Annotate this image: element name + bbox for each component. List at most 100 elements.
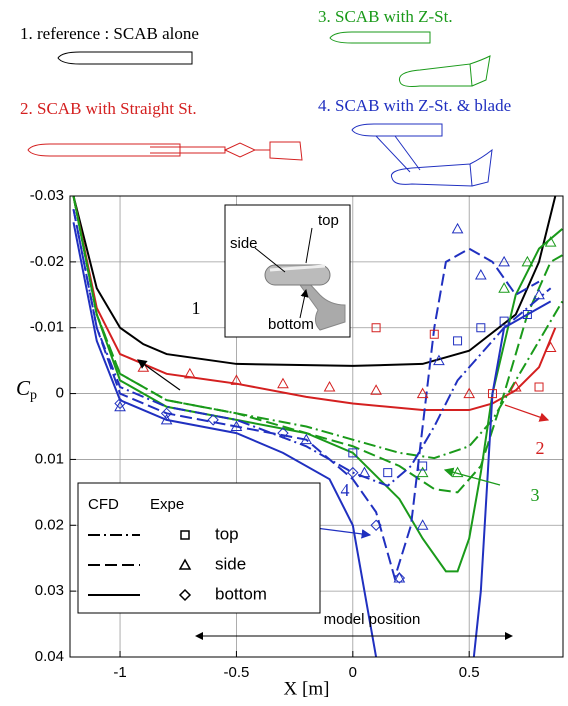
legend-header: CFD	[88, 496, 119, 513]
y-tick-label: 0.03	[35, 582, 64, 599]
marker-triangle	[160, 413, 173, 425]
marker-triangle	[509, 380, 522, 392]
marker-square	[348, 448, 358, 458]
legend-label: top	[215, 524, 239, 543]
legend-label: bottom	[215, 584, 267, 603]
marker-triangle	[230, 374, 243, 385]
y-tick-label: 0	[56, 385, 64, 402]
marker-triangle	[498, 255, 510, 267]
inset-label: bottom	[268, 316, 314, 333]
cfd-line	[72, 196, 563, 573]
y-tick-label: -0.03	[30, 187, 64, 204]
inset: top side bottom	[224, 204, 351, 338]
shape-reference	[57, 51, 193, 65]
marker-triangle	[498, 282, 510, 293]
marker-diamond	[277, 427, 289, 439]
marker-triangle	[533, 288, 545, 300]
shape-straight	[27, 141, 303, 161]
y-tick-label: 0.04	[35, 648, 64, 665]
marker-triangle	[521, 255, 534, 267]
y-tick-label: -0.02	[30, 253, 64, 270]
y-axis-subscript: p	[30, 388, 37, 403]
x-tick-label: -0.5	[223, 664, 249, 681]
marker-triangle	[544, 341, 557, 352]
x-axis-label: X [m]	[284, 678, 330, 699]
marker-triangle	[416, 387, 429, 399]
marker-triangle	[370, 384, 382, 395]
marker-triangle	[184, 367, 196, 379]
marker-triangle	[300, 433, 313, 445]
range-label: model position	[324, 611, 421, 628]
annotation: 1	[192, 298, 201, 318]
marker-square	[429, 329, 439, 339]
plot-frame	[69, 195, 564, 658]
marker-square	[487, 389, 497, 399]
marker-square	[371, 323, 381, 333]
data-layer	[72, 196, 563, 657]
marker-square	[418, 461, 428, 471]
marker-diamond	[160, 407, 173, 420]
annotation: 2	[536, 438, 545, 458]
caption: 2. SCAB with Straight St.	[20, 99, 197, 118]
marker-square	[522, 310, 532, 320]
marker-triangle	[451, 222, 464, 234]
marker-triangle	[416, 466, 429, 478]
cfd-line	[72, 196, 557, 367]
cfd-line	[72, 196, 557, 412]
caption: 1. reference : SCAB alone	[20, 24, 199, 43]
marker-triangle	[451, 466, 464, 478]
legend-header: Expe	[150, 496, 184, 513]
marker-triangle	[416, 519, 429, 530]
inset-label: side	[230, 235, 258, 252]
x-tick-label: 0.5	[459, 664, 480, 681]
legend-label: side	[215, 554, 246, 573]
marker-triangle	[178, 558, 192, 570]
y-axis-label: Cp	[16, 376, 37, 403]
marker-diamond	[370, 519, 382, 531]
inset-arrow	[254, 227, 312, 319]
annotation: 3	[531, 485, 540, 505]
y-tick-label: -0.01	[30, 319, 64, 336]
marker-triangle	[433, 354, 445, 366]
x-tick-label: 0	[349, 664, 357, 681]
marker-diamond	[393, 572, 406, 584]
marker-diamond	[114, 397, 126, 410]
marker-square	[383, 468, 393, 478]
inset-highlight	[269, 264, 326, 272]
marker-triangle	[230, 420, 243, 431]
marker-diamond	[207, 414, 219, 426]
cfd-line	[72, 208, 552, 487]
x-tick-label: -1	[113, 664, 126, 681]
shape-z	[329, 31, 491, 87]
annotation: 4	[341, 480, 350, 500]
legend-box	[77, 482, 321, 614]
marker-triangle	[474, 268, 487, 280]
marker-triangle	[358, 466, 371, 478]
marker-triangle	[393, 571, 406, 583]
marker-square	[180, 530, 190, 540]
schematics	[27, 31, 493, 187]
marker-diamond	[347, 466, 359, 479]
caption: 3. SCAB with Z-St.	[318, 7, 453, 26]
y-tick-label: 0.01	[35, 450, 64, 467]
inset-label: top	[318, 212, 339, 229]
marker-square	[476, 323, 486, 333]
marker-square	[534, 382, 544, 392]
annotation-arrow	[137, 359, 181, 391]
marker-triangle	[463, 387, 476, 399]
y-axis-symbol: C	[16, 376, 31, 400]
y-tick-label: 0.02	[35, 516, 64, 533]
shape-blade	[351, 123, 493, 187]
marker-diamond	[178, 588, 192, 602]
caption: 4. SCAB with Z-St. & blade	[318, 96, 511, 115]
marker-square	[499, 316, 509, 326]
marker-square	[453, 336, 463, 346]
marker-triangle	[544, 236, 557, 247]
marker-triangle	[323, 380, 336, 392]
cfd-line	[72, 196, 563, 494]
annotation-arrow	[443, 467, 501, 486]
annotation-arrow	[504, 404, 550, 422]
marker-triangle	[277, 377, 289, 389]
